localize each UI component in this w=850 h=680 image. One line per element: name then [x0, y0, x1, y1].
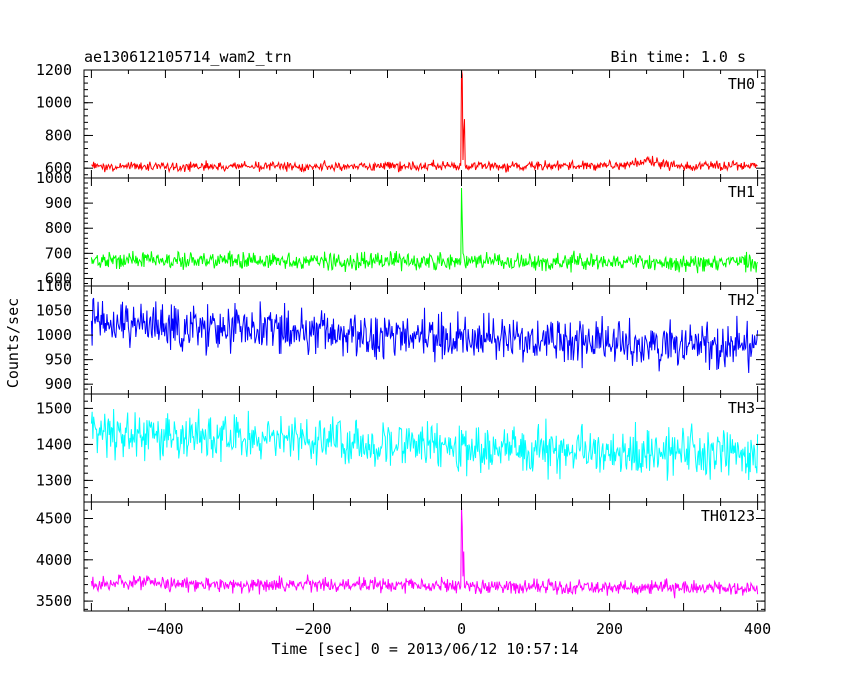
series-line-th1: [90, 188, 759, 274]
x-tick-label: −200: [295, 620, 331, 638]
y-tick-label: 900: [45, 194, 72, 212]
y-tick-label: 1000: [36, 169, 72, 187]
panels-group: 60080010001200TH06007008009001000TH19009…: [36, 61, 766, 612]
panel-th3: 1300 1400 1500 TH3: [36, 393, 766, 503]
x-tick-label: 400: [744, 620, 771, 638]
series-line-th0123: [90, 506, 759, 599]
panel-label: TH1: [728, 183, 755, 201]
y-tick-label: 800: [45, 126, 72, 144]
y-tick-label: 800: [45, 219, 72, 237]
panel-th0123: 3500 4000 4500 TH0123: [36, 501, 766, 612]
panel-label: TH0123: [701, 507, 755, 525]
y-tick-label: 1000: [36, 326, 72, 344]
y-tick-label: 600: [45, 159, 72, 177]
panel-th1: 600 700 800 900 1000 TH1: [36, 169, 766, 287]
y-tick-label: 4000: [36, 551, 72, 569]
y-tick-label: 1300: [36, 471, 72, 489]
y-tick-label: 4500: [36, 510, 72, 528]
x-tick-label: 0: [457, 620, 466, 638]
panel-frame: [83, 177, 766, 287]
series-line-th3: [90, 408, 759, 481]
y-tick-label: 1000: [36, 94, 72, 112]
x-axis-label: Time [sec] 0 = 2013/06/12 10:57:14: [271, 640, 578, 658]
y-tick-label: 700: [45, 244, 72, 262]
y-tick-label: 900: [45, 375, 72, 393]
y-tick-label: 3500: [36, 592, 72, 610]
x-tick-label: 200: [596, 620, 623, 638]
x-axis: −400 −200 0 200 400: [147, 620, 771, 638]
y-tick-label: 600: [45, 269, 72, 287]
panel-label: TH3: [728, 399, 755, 417]
chart-title: ae130612105714_wam2_trn: [84, 48, 292, 66]
y-tick-label: 1050: [36, 302, 72, 320]
y-tick-label: 1200: [36, 61, 72, 79]
y-axis-label: Counts/sec: [4, 298, 22, 388]
series-line-th0: [91, 70, 758, 174]
y-tick-label: 1100: [36, 277, 72, 295]
panel-th0: 600 800 1000 1200 TH0: [36, 61, 766, 179]
y-tick-label: 1500: [36, 399, 72, 417]
series-line-th2: [90, 297, 759, 373]
y-tick-label: 950: [45, 351, 72, 369]
panel-label: TH0: [728, 75, 755, 93]
panel-th2: 900 950 1000 1050 1100 TH2: [36, 277, 766, 395]
panel-label: TH2: [728, 291, 755, 309]
bin-time-label: Bin time: 1.0 s: [611, 48, 746, 66]
panel-frame: [83, 501, 766, 612]
x-tick-label: −400: [147, 620, 183, 638]
y-tick-label: 1400: [36, 435, 72, 453]
